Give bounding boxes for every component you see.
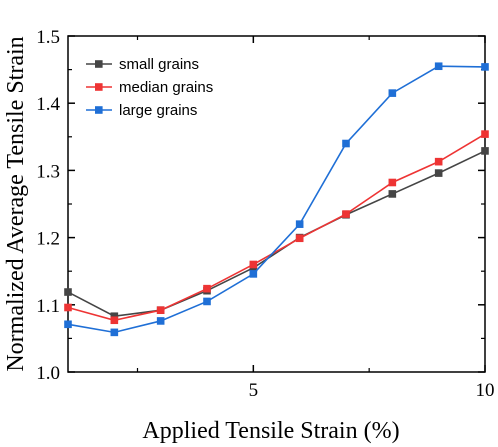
- y-tick-label: 1.0: [36, 363, 60, 384]
- y-tick-label: 1.4: [36, 94, 60, 115]
- median-grains-point: [156, 306, 165, 314]
- median-grains-line: [67, 133, 486, 322]
- small-grains-point: [481, 147, 489, 155]
- y-tick-label: 1.1: [36, 296, 60, 317]
- legend-marker-median-grains: [95, 83, 103, 91]
- legend-entry-small-grains: small grains: [86, 56, 199, 73]
- y-tick-label: 1.3: [36, 161, 60, 182]
- legend-label-median-grains: median grains: [119, 79, 213, 96]
- x-tick-label: 5: [249, 380, 259, 401]
- y-tick-label: 1.2: [36, 229, 60, 250]
- median-grains-point: [110, 316, 119, 325]
- large-grains-point: [156, 317, 165, 325]
- legend-entry-median-grains: median grains: [86, 79, 213, 96]
- median-grains-point: [388, 178, 397, 187]
- small-grains-line: [67, 150, 486, 318]
- legend: small grains median grains large grains: [86, 56, 213, 119]
- small-grains-point: [64, 288, 72, 296]
- x-axis-title: Applied Tensile Strain (%): [142, 418, 399, 444]
- x-tick-label: 10: [476, 380, 495, 401]
- large-grains-line: [67, 65, 486, 334]
- large-grains-point: [203, 297, 211, 306]
- large-grains-point: [249, 270, 258, 278]
- y-tick-label: 1.5: [36, 27, 60, 48]
- large-grains-point: [342, 139, 350, 148]
- small-grains-point: [434, 169, 443, 177]
- median-grains-point: [434, 157, 443, 166]
- series-layer: [64, 62, 489, 337]
- large-grains-point: [295, 220, 304, 228]
- large-grains-series: [64, 62, 489, 337]
- y-axis-title: Normalized Average Tensile Strain: [3, 36, 29, 371]
- median-grains-point: [249, 260, 258, 269]
- median-grains-series: [64, 130, 489, 325]
- legend-entry-large-grains: large grains: [86, 102, 197, 119]
- median-grains-point: [203, 284, 211, 293]
- median-grains-point: [64, 303, 72, 312]
- median-grains-point: [342, 210, 350, 218]
- large-grains-point: [434, 62, 443, 71]
- large-grains-point: [64, 320, 72, 329]
- small-grains-point: [110, 312, 119, 321]
- large-grains-point: [481, 63, 489, 71]
- axes: 1.0 1.1 1.2 1.3 1.4 1.5 5 10: [36, 27, 494, 401]
- large-grains-point: [110, 328, 119, 337]
- median-grains-point: [481, 130, 489, 138]
- legend-label-small-grains: small grains: [119, 56, 199, 73]
- large-grains-point: [388, 89, 397, 97]
- median-grains-point: [295, 234, 304, 243]
- legend-label-large-grains: large grains: [119, 102, 197, 119]
- small-grains-series: [64, 147, 489, 321]
- legend-marker-large-grains: [95, 106, 103, 114]
- legend-marker-small-grains: [95, 60, 103, 68]
- small-grains-point: [388, 190, 397, 198]
